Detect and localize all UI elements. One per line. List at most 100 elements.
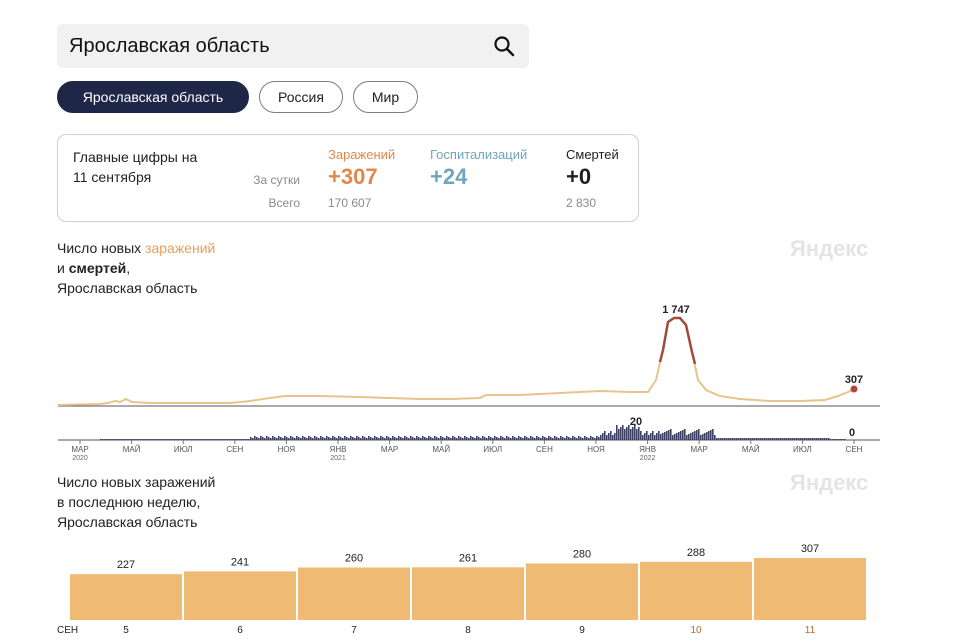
deaths-bar <box>826 438 828 440</box>
deaths-bar <box>706 432 708 440</box>
deaths-bar <box>834 439 836 440</box>
infections-last-point <box>850 385 858 393</box>
deaths-bar <box>198 439 200 440</box>
month-tick-label: СЕН <box>846 445 863 454</box>
deaths-bar <box>698 429 700 440</box>
chart2-title: Число новых заражений в последнюю неделю… <box>57 472 215 532</box>
deaths-bar <box>460 437 462 440</box>
month-tick-label: НОЯ <box>587 445 605 454</box>
deaths-bar <box>814 438 816 440</box>
deaths-bar <box>616 425 618 440</box>
deaths-bar <box>358 437 360 440</box>
deaths-bar <box>570 438 572 440</box>
deaths-bar <box>466 437 468 440</box>
deaths-bar <box>712 429 714 440</box>
deaths-bar <box>272 436 274 440</box>
deaths-bar <box>280 437 282 440</box>
chart1-title-region: Ярославская область <box>57 280 198 296</box>
chart1-title-accent: заражений <box>145 240 216 256</box>
deaths-bar <box>612 435 614 440</box>
deaths-bar <box>196 439 198 440</box>
deaths-bar <box>398 436 400 440</box>
deaths-bar <box>432 438 434 440</box>
deaths-bar <box>140 439 142 440</box>
deaths-bar <box>768 438 770 440</box>
deaths-bar <box>690 433 692 440</box>
deaths-bar <box>368 436 370 440</box>
deaths-bar <box>520 437 522 440</box>
deaths-bar <box>200 439 202 440</box>
chip-russia[interactable]: Россия <box>259 81 343 113</box>
deaths-bar <box>602 433 604 440</box>
deaths-bar <box>548 436 550 440</box>
deaths-bar <box>306 438 308 440</box>
chart1-title-deaths: смертей <box>68 260 127 276</box>
deaths-bar <box>286 437 288 440</box>
deaths-bar <box>554 436 556 440</box>
row-label-daily: За сутки <box>253 173 300 187</box>
deaths-bar <box>264 438 266 440</box>
deaths-bar <box>800 438 802 440</box>
search-input[interactable]: Ярославская область <box>69 35 270 57</box>
deaths-bar <box>604 431 606 440</box>
search-icon[interactable] <box>493 35 515 57</box>
deaths-bar <box>628 425 630 440</box>
deaths-bar <box>406 437 408 440</box>
deaths-bar <box>594 438 596 440</box>
deaths-bar <box>714 435 716 440</box>
deaths-bar <box>650 433 652 440</box>
deaths-bar <box>150 439 152 440</box>
deaths-bar <box>510 438 512 440</box>
month-tick-label: МАЙ <box>432 445 450 454</box>
deaths-bar <box>762 438 764 440</box>
deaths-bar <box>508 437 510 440</box>
deaths-bar <box>316 437 318 440</box>
deaths-bar <box>668 430 670 440</box>
deaths-bar <box>372 438 374 440</box>
deaths-bar <box>658 431 660 440</box>
deaths-bar <box>158 439 160 440</box>
deaths-bar <box>340 437 342 440</box>
deaths-bar <box>638 427 640 440</box>
deaths-bar <box>462 438 464 440</box>
deaths-bar <box>818 438 820 440</box>
deaths-bar <box>252 438 254 440</box>
deaths-bar <box>412 437 414 440</box>
deaths-bar <box>794 438 796 440</box>
deaths-bar <box>700 435 702 440</box>
chart1-title-line2c: , <box>126 260 131 276</box>
deaths-bar <box>502 437 504 440</box>
deaths-bar <box>184 439 186 440</box>
deaths-bar <box>808 438 810 440</box>
deaths-bar <box>562 437 564 440</box>
deaths-bar <box>596 436 598 440</box>
chip-yaroslavl-region[interactable]: Ярославская область <box>57 81 249 113</box>
month-tick-label: ИЮЛ <box>483 445 502 454</box>
deaths-bar <box>258 438 260 440</box>
deaths-bar <box>470 436 472 440</box>
deaths-bar <box>614 433 616 440</box>
deaths-bar <box>202 439 204 440</box>
deaths-bar <box>796 438 798 440</box>
deaths-bar <box>726 438 728 440</box>
deaths-bar <box>224 439 226 440</box>
search-bar[interactable]: Ярославская область <box>57 24 529 68</box>
deaths-bar <box>136 439 138 440</box>
deaths-bar <box>598 437 600 440</box>
weekly-day-label: 7 <box>351 625 357 636</box>
chip-world[interactable]: Мир <box>353 81 418 113</box>
deaths-bar <box>476 436 478 440</box>
deaths-bar <box>448 437 450 440</box>
weekly-bar-value: 307 <box>801 543 819 555</box>
deaths-bar <box>618 429 620 440</box>
stats-card: Главные цифры на 11 сентября За сутки Вс… <box>57 134 639 222</box>
weekly-bar <box>412 567 524 620</box>
month-tick-label: МАР <box>691 445 708 454</box>
deaths-bar <box>156 439 158 440</box>
deaths-bar <box>608 433 610 440</box>
yandex-watermark: Яндекс <box>790 236 869 261</box>
deaths-bar <box>124 439 126 440</box>
deaths-bar <box>518 436 520 440</box>
deaths-bar <box>572 436 574 440</box>
